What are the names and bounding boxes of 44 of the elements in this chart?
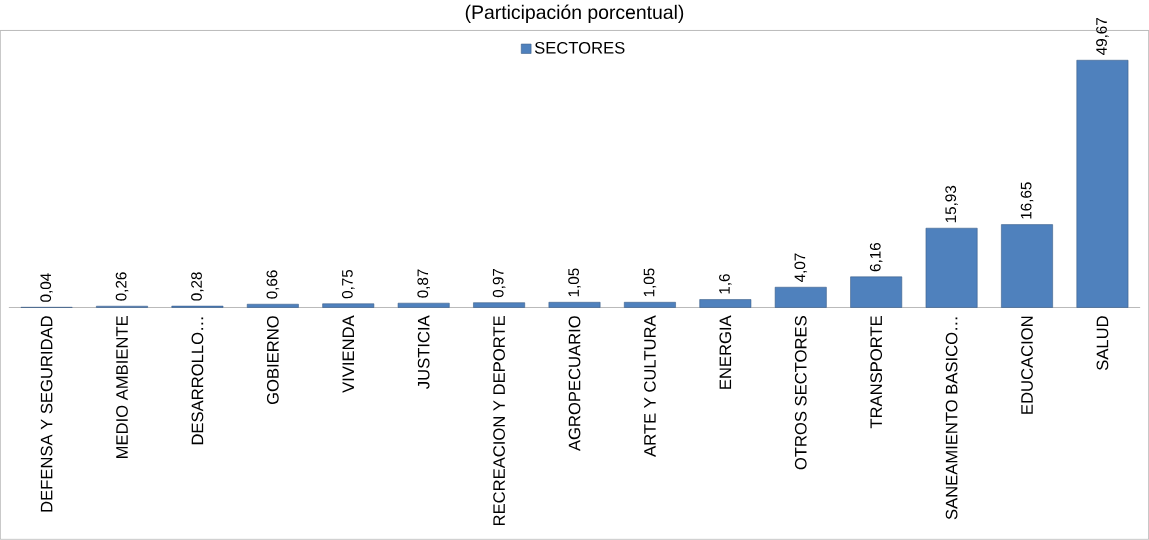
bar [850,276,903,308]
data-label: 49,67 [1096,18,1109,56]
bar [774,287,827,308]
data-label: 6,16 [869,243,883,272]
x-tick-label: OTROS SECTORES [794,316,807,470]
bar [1001,224,1053,308]
data-label: 16,65 [1020,182,1034,219]
bar [925,228,978,308]
data-label: 0,04 [40,273,53,302]
bar [397,303,450,308]
legend-label: SECTORES [534,42,625,54]
data-label: 0,26 [115,272,129,301]
x-tick-label: JUSTICIA [417,315,430,390]
x-tick-label: GOBIERNO [266,316,279,405]
data-label: 0,97 [492,269,506,298]
x-tick-label: AGROPECUARIO [568,316,581,452]
x-tick-label: ARTE Y CULTURA [644,315,656,458]
x-tick-label: VIVIENDA [342,315,354,394]
x-tick-label: DESARROLLO… [191,317,204,445]
data-label: 0,28 [191,272,204,301]
bar [1076,60,1129,308]
x-tick-label: ENERGIA [719,315,732,389]
data-label: 0,75 [341,270,355,299]
bar [473,302,526,308]
x-tick-label: DEFENSA Y SEGURIDAD [40,316,53,512]
x-tick-label: SANEAMIENTO BASICO… [945,317,958,520]
x-tick-label: TRANSPORTE [870,316,883,429]
bar [699,299,752,308]
bar [624,302,676,308]
x-tick-label: MEDIO AMBIENTE [116,316,128,459]
bar [322,303,375,308]
chart-title: (Participación porcentual) [465,4,684,24]
bar [246,304,299,308]
data-label: 1,05 [643,268,657,297]
data-label: 1,05 [568,268,581,297]
data-label: 15,93 [945,186,958,223]
data-label: 1,6 [719,274,732,294]
data-label: 0,66 [266,270,280,299]
x-tick-label: RECREACION Y DEPORTE [493,316,505,526]
bar [548,302,601,308]
data-label: 0,87 [417,269,430,298]
data-label: 4,07 [794,253,808,283]
x-tick-label: SALUD [1096,316,1109,371]
x-tick-label: EDUCACION [1021,316,1033,414]
